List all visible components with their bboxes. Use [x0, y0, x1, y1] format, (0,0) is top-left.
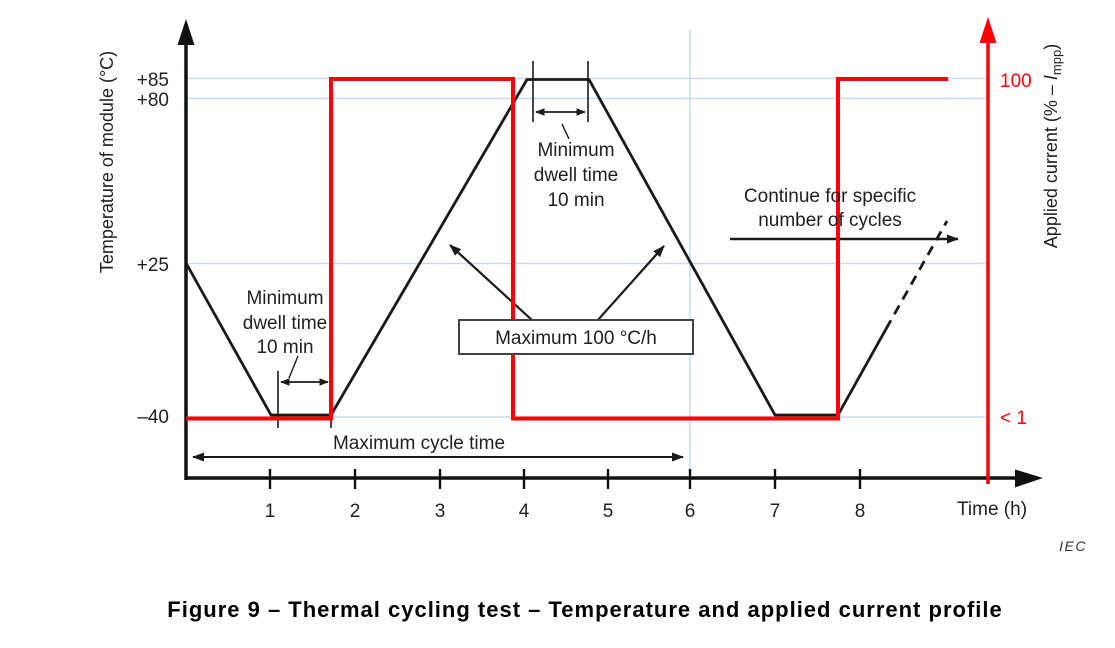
- current-axis-title-symbol: I: [1041, 75, 1061, 80]
- max-rate-label: Maximum 100 °C/h: [495, 328, 657, 349]
- current-axis: [979, 17, 997, 484]
- dwell-top-label: Minimum dwell time 10 min: [534, 140, 618, 211]
- max-rate-box: [458, 319, 694, 355]
- tick-hour-3: 3: [435, 501, 446, 522]
- tick-hour-6: 6: [685, 501, 696, 522]
- tick-plus80: +80: [137, 90, 169, 111]
- tick-minus40: –40: [137, 407, 169, 428]
- tick-hour-4: 4: [519, 501, 530, 522]
- tick-current-lt1: < 1: [1000, 408, 1027, 429]
- dwell-bottom-label: Minimum dwell time 10 min: [243, 288, 327, 358]
- tick-hour-7: 7: [770, 501, 781, 522]
- gridlines: [186, 30, 988, 480]
- current-axis-title-subscript: mpp: [1049, 50, 1064, 75]
- temperature-tick-labels: +85 +80 +25 –40: [137, 70, 169, 428]
- max-cycle-label: Maximum cycle time: [333, 433, 505, 454]
- x-axis: [186, 469, 1043, 489]
- thermal-cycling-diagram: Maximum 100 °C/h +85 +80 +25 –40 100 < 1…: [97, 17, 1087, 554]
- tick-plus25: +25: [137, 255, 169, 276]
- current-axis-title-prefix: Applied current (% –: [1041, 80, 1061, 248]
- current-axis-title: Applied current (% – Impp): [1041, 44, 1064, 248]
- dwell-top-leader: [561, 123, 570, 140]
- figure-caption: Figure 9 – Thermal cycling test – Temper…: [167, 597, 1003, 622]
- dwell-bottom-line3: 10 min: [256, 337, 313, 358]
- time-tick-labels: 1 2 3 4 5 6 7 8: [265, 501, 866, 522]
- tick-hour-5: 5: [603, 501, 614, 522]
- x-axis-arrow-icon: [1015, 469, 1043, 488]
- temperature-axis: [177, 19, 195, 480]
- max-rate-callout: Maximum 100 °C/h: [458, 319, 694, 355]
- tick-hour-2: 2: [350, 501, 361, 522]
- x-axis-title: Time (h): [957, 499, 1027, 520]
- max-rate-arrow-right: [596, 245, 665, 322]
- current-axis-arrow-icon: [979, 17, 997, 43]
- current-axis-title-suffix: ): [1041, 44, 1061, 50]
- continue-line2: number of cycles: [758, 210, 902, 231]
- x-axis-ticks: [268, 469, 862, 489]
- annotation-arrows: [192, 61, 959, 462]
- tick-current-100: 100: [1000, 71, 1032, 92]
- temperature-profile-dashed: [884, 220, 949, 330]
- dwell-top-line3: 10 min: [547, 190, 604, 211]
- continue-label: Continue for specific number of cycles: [744, 186, 916, 231]
- dwell-top-line2: dwell time: [534, 165, 618, 186]
- iec-source-tag: IEC: [1059, 538, 1087, 554]
- temperature-axis-title: Temperature of module (°C): [97, 51, 117, 273]
- dwell-top-line1: Minimum: [537, 140, 614, 161]
- temperature-profile: [184, 78, 949, 417]
- dwell-bottom-line1: Minimum: [246, 288, 323, 309]
- current-tick-labels: 100 < 1: [1000, 71, 1032, 429]
- current-profile: [186, 77, 948, 421]
- tick-plus85: +85: [137, 70, 169, 91]
- continue-line1: Continue for specific: [744, 186, 916, 207]
- temperature-axis-arrow-icon: [177, 19, 195, 45]
- dwell-bottom-line2: dwell time: [243, 313, 327, 334]
- dwell-bottom-leader: [288, 355, 299, 379]
- max-rate-arrow-left: [449, 244, 534, 322]
- temperature-profile-solid: [184, 78, 888, 417]
- tick-hour-8: 8: [855, 501, 866, 522]
- tick-hour-1: 1: [265, 501, 276, 522]
